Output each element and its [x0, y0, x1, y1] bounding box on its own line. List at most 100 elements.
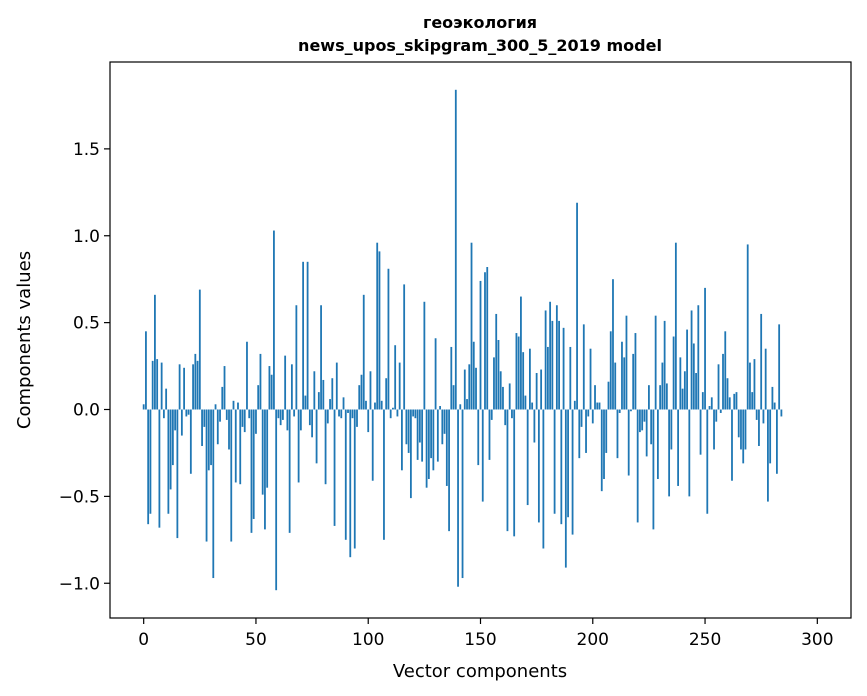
bar — [486, 267, 489, 410]
y-tick-label: −0.5 — [59, 487, 100, 507]
bar — [268, 366, 271, 410]
bar — [704, 287, 706, 410]
bar — [282, 409, 284, 420]
bar — [740, 409, 742, 450]
bar — [299, 409, 302, 431]
bar — [189, 409, 192, 474]
bar — [443, 409, 446, 434]
bar — [683, 371, 686, 410]
bar — [216, 409, 219, 445]
bar — [719, 409, 722, 413]
bar — [387, 268, 390, 410]
x-tick-label: 50 — [245, 630, 267, 650]
bar — [614, 362, 617, 410]
y-tick-label: 0.0 — [73, 401, 100, 421]
bar — [205, 409, 208, 542]
x-tick-label: 0 — [138, 630, 149, 650]
bar — [338, 409, 340, 417]
bar — [432, 409, 435, 471]
bar — [526, 409, 529, 506]
bar — [710, 397, 713, 410]
bar — [427, 409, 430, 479]
bar — [477, 409, 480, 466]
bar — [380, 400, 383, 410]
y-tick-label: 0.5 — [73, 314, 100, 334]
bar — [394, 345, 397, 410]
bar — [306, 261, 309, 410]
bar — [360, 374, 363, 410]
bar — [365, 400, 367, 410]
bar — [506, 409, 509, 532]
bar — [277, 409, 280, 419]
bar — [522, 352, 525, 410]
bar — [362, 294, 365, 410]
bar — [493, 357, 495, 410]
bar — [587, 409, 590, 417]
bar — [517, 336, 520, 410]
bar — [165, 388, 168, 410]
bar — [353, 409, 356, 549]
bar — [237, 402, 239, 410]
x-axis-ticks: 0 50 100 150 200 250 300 — [138, 618, 834, 650]
bar — [636, 409, 639, 523]
x-axis-label: Vector components — [393, 661, 567, 682]
bar — [481, 409, 484, 502]
bar — [243, 409, 246, 433]
x-tick-label: 200 — [577, 630, 609, 650]
bar — [322, 379, 325, 410]
bar — [356, 409, 358, 427]
bar — [331, 378, 334, 410]
bar — [591, 409, 594, 424]
bar — [737, 409, 740, 438]
bar — [533, 409, 536, 443]
bar — [746, 244, 749, 410]
bar — [315, 409, 318, 464]
bar — [580, 409, 583, 427]
bar — [780, 409, 783, 417]
bar — [524, 395, 527, 410]
bar — [154, 294, 156, 410]
bar — [302, 261, 305, 410]
chart-title: геоэкология — [423, 13, 537, 32]
bar — [347, 409, 349, 413]
bar — [618, 409, 621, 413]
bar — [504, 409, 507, 426]
bar — [367, 409, 370, 433]
bar — [421, 409, 424, 462]
bar — [612, 279, 614, 410]
bar — [452, 385, 455, 410]
bar — [225, 409, 228, 420]
bar — [553, 409, 556, 514]
bar — [616, 409, 619, 459]
bar — [252, 409, 255, 519]
bar — [531, 402, 534, 410]
bar — [488, 409, 491, 460]
bar — [641, 409, 644, 431]
bar — [196, 360, 199, 410]
x-tick-label: 250 — [689, 630, 721, 650]
bar — [230, 409, 233, 542]
bar — [731, 409, 733, 481]
x-tick-label: 300 — [801, 630, 833, 650]
bar — [255, 409, 257, 434]
bar — [549, 301, 552, 410]
bar — [187, 409, 190, 415]
bar — [717, 364, 720, 410]
bar — [771, 386, 774, 410]
bar — [250, 409, 253, 533]
bar — [585, 409, 587, 453]
bar — [773, 402, 776, 410]
bar — [502, 386, 504, 410]
bar — [621, 341, 623, 410]
bar — [171, 409, 174, 466]
bar — [560, 409, 563, 525]
bar — [600, 409, 603, 492]
bar — [383, 409, 385, 540]
bar — [344, 409, 347, 540]
bar — [688, 409, 691, 497]
bar — [320, 305, 322, 410]
bar — [160, 362, 163, 410]
bar — [414, 409, 417, 419]
bar — [607, 381, 610, 410]
